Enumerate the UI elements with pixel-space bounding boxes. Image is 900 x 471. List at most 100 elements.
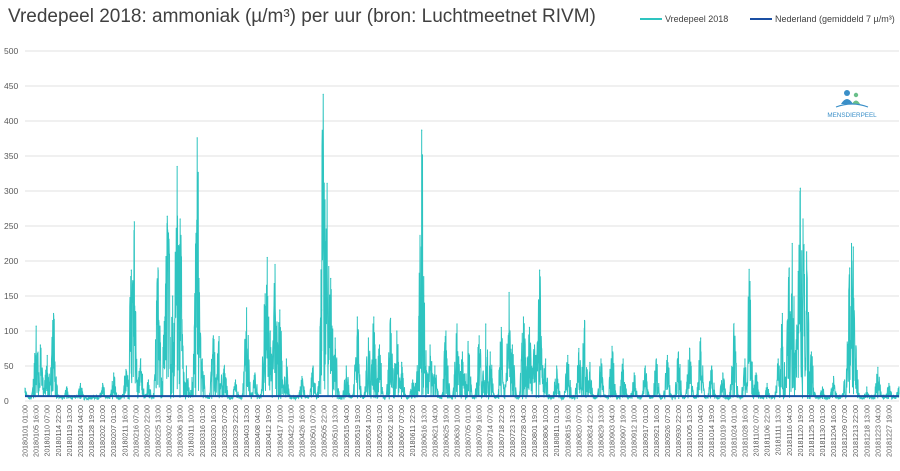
- legend-swatch-vredepeel: [640, 18, 662, 20]
- x-tick-label: 20180529 01:00: [375, 405, 384, 457]
- x-tick-label: 20180524 10:00: [364, 405, 373, 457]
- x-tick-label: 20181106 22:00: [763, 405, 772, 456]
- data-point-vredepeel: [322, 93, 324, 95]
- x-tick-label: 20180621 04:00: [430, 405, 439, 457]
- data-point-vredepeel: [140, 358, 142, 360]
- data-point-vredepeel: [212, 335, 214, 337]
- x-tick-label: 20180124 04:00: [76, 405, 85, 457]
- data-point-vredepeel: [806, 251, 808, 253]
- x-tick-label: 20180403 13:00: [242, 405, 251, 457]
- data-point-vredepeel: [797, 270, 799, 273]
- x-tick-label: 20180718 22:00: [497, 405, 506, 457]
- data-point-vredepeel: [285, 358, 288, 360]
- y-tick-label: 50: [4, 361, 14, 371]
- legend-item-vredepeel: Vredepeel 2018: [640, 14, 728, 24]
- data-point-vredepeel: [125, 368, 127, 371]
- data-point-vredepeel: [677, 351, 680, 353]
- data-point-vredepeel: [412, 379, 414, 381]
- data-point-vredepeel: [378, 344, 381, 346]
- x-tick-label: 20180926 07:00: [663, 405, 672, 457]
- x-tick-label: 20180225 13:00: [153, 405, 162, 457]
- data-point-vredepeel: [330, 277, 332, 280]
- x-tick-label: 20180602 16:00: [386, 405, 395, 457]
- y-tick-label: 350: [4, 151, 18, 161]
- data-point-vredepeel: [389, 317, 392, 319]
- data-point-vredepeel: [810, 351, 813, 353]
- x-tick-label: 20180211 16:00: [120, 405, 129, 456]
- data-point-vredepeel: [279, 309, 281, 311]
- legend-swatch-nederland: [750, 18, 772, 20]
- y-tick-label: 300: [4, 186, 18, 196]
- data-point-vredepeel: [266, 256, 268, 259]
- x-tick-label: 20181028 16:00: [740, 405, 749, 457]
- data-point-vredepeel: [373, 316, 375, 318]
- data-point-vredepeel: [167, 232, 170, 234]
- x-tick-label: 20181014 19:00: [707, 405, 716, 457]
- series-line-vredepeel: [24, 94, 900, 402]
- data-point-vredepeel: [855, 358, 857, 360]
- x-tick-label: 20180202 10:00: [98, 405, 107, 457]
- x-tick-label: 20181120 19:00: [796, 405, 805, 456]
- data-point-vredepeel: [185, 365, 188, 367]
- x-tick-label: 20181019 10:00: [718, 405, 727, 457]
- x-tick-label: 20180329 22:00: [231, 405, 240, 457]
- data-point-vredepeel: [133, 221, 135, 223]
- data-point-vredepeel: [334, 337, 336, 339]
- x-tick-label: 20180806 10:00: [541, 405, 550, 457]
- data-point-vredepeel: [888, 382, 890, 385]
- data-point-vredepeel: [766, 382, 768, 385]
- data-point-vredepeel: [567, 354, 569, 357]
- data-point-vredepeel: [485, 323, 487, 325]
- x-tick-label: 20181213 22:00: [851, 405, 860, 457]
- x-tick-label: 20180412 19:00: [264, 405, 273, 457]
- x-tick-label: 20180709 16:00: [475, 405, 484, 457]
- data-point-vredepeel: [434, 365, 436, 367]
- data-point-vredepeel: [245, 307, 248, 309]
- x-tick-label: 20181102 07:00: [752, 405, 761, 456]
- x-tick-label: 20180316 01:00: [198, 405, 207, 457]
- y-tick-label: 450: [4, 81, 18, 91]
- x-tick-label: 20180903 04:00: [608, 405, 617, 457]
- x-tick-label: 20180921 16:00: [652, 405, 661, 457]
- data-point-vredepeel: [611, 345, 613, 347]
- data-point-vredepeel: [799, 187, 801, 189]
- data-point-vredepeel: [781, 312, 783, 315]
- x-tick-label: 20180510 13:00: [331, 405, 340, 457]
- x-tick-label: 20180820 07:00: [574, 405, 583, 457]
- x-tick-label: 20180216 07:00: [131, 405, 140, 457]
- x-tick-label: 20180611 22:00: [408, 405, 417, 456]
- data-point-vredepeel: [528, 326, 531, 329]
- data-point-vredepeel: [301, 375, 303, 378]
- chart-title: Vredepeel 2018: ammoniak (µ/m³) per uur …: [8, 6, 596, 27]
- data-point-vredepeel: [172, 295, 174, 297]
- x-tick-label: 20180302 04:00: [165, 405, 174, 457]
- x-tick-label: 20180912 10:00: [630, 405, 639, 457]
- data-point-vredepeel: [589, 361, 591, 364]
- data-point-vredepeel: [866, 386, 868, 388]
- x-tick-label: 20180417 10:00: [275, 405, 284, 457]
- x-tick-label: 20180917 01:00: [641, 405, 650, 457]
- x-tick-label: 20181010 04:00: [696, 405, 705, 457]
- x-tick-label: 20180426 16:00: [297, 405, 306, 457]
- x-tick-label: 20180207 01:00: [109, 405, 118, 457]
- data-point-vredepeel: [777, 358, 779, 360]
- x-tick-label: 20180829 13:00: [596, 405, 605, 457]
- data-point-vredepeel: [500, 326, 502, 329]
- x-tick-label: 20180325 07:00: [220, 405, 229, 457]
- data-point-vredepeel: [175, 304, 177, 306]
- data-point-vredepeel: [35, 325, 37, 327]
- data-point-vredepeel: [176, 165, 178, 168]
- data-point-vredepeel: [578, 347, 580, 350]
- data-point-vredepeel: [223, 365, 226, 367]
- data-point-vredepeel: [46, 354, 48, 357]
- x-tick-label: 20181218 13:00: [862, 405, 871, 457]
- data-point-vredepeel: [711, 365, 713, 367]
- x-tick-label: 20180815 16:00: [563, 405, 572, 457]
- x-tick-label: 20180607 07:00: [397, 405, 406, 457]
- data-point-vredepeel: [539, 269, 541, 271]
- x-tick-label: 20181024 01:00: [729, 405, 738, 457]
- x-tick-label: 20180114 22:00: [54, 405, 63, 456]
- x-tick-label: 20181111 13:00: [774, 405, 783, 455]
- data-point-vredepeel: [421, 129, 423, 131]
- x-tick-label: 20180519 19:00: [353, 405, 362, 457]
